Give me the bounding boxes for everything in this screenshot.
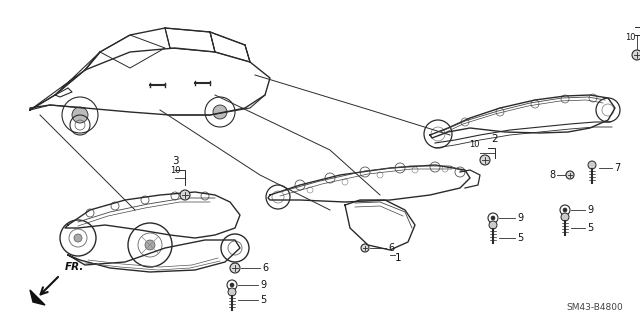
Circle shape [145,240,155,250]
Text: 2: 2 [492,134,499,144]
Text: 3: 3 [172,156,179,166]
Text: 9: 9 [260,280,266,290]
Circle shape [632,50,640,60]
Text: 10: 10 [170,166,180,175]
Circle shape [489,221,497,229]
Text: FR.: FR. [65,262,84,272]
Text: 10: 10 [470,140,480,149]
Polygon shape [30,290,45,305]
Circle shape [588,161,596,169]
Text: 6: 6 [388,243,394,253]
Circle shape [566,171,574,179]
Text: 7: 7 [614,163,620,173]
Circle shape [480,155,490,165]
Text: 9: 9 [517,213,523,223]
Circle shape [563,208,567,212]
Circle shape [180,190,190,200]
Text: 10: 10 [625,33,636,42]
Text: SM43-B4800: SM43-B4800 [566,303,623,313]
Circle shape [72,107,88,123]
Text: 5: 5 [587,223,593,233]
Text: 6: 6 [262,263,268,273]
Circle shape [230,263,240,273]
Circle shape [74,234,82,242]
Text: 1: 1 [395,253,402,263]
Circle shape [213,105,227,119]
Text: 5: 5 [260,295,266,305]
Circle shape [230,283,234,287]
Text: 9: 9 [587,205,593,215]
Circle shape [491,216,495,220]
Text: 8: 8 [549,170,555,180]
Text: 5: 5 [517,233,524,243]
Circle shape [361,244,369,252]
Circle shape [561,213,569,221]
Circle shape [228,288,236,296]
